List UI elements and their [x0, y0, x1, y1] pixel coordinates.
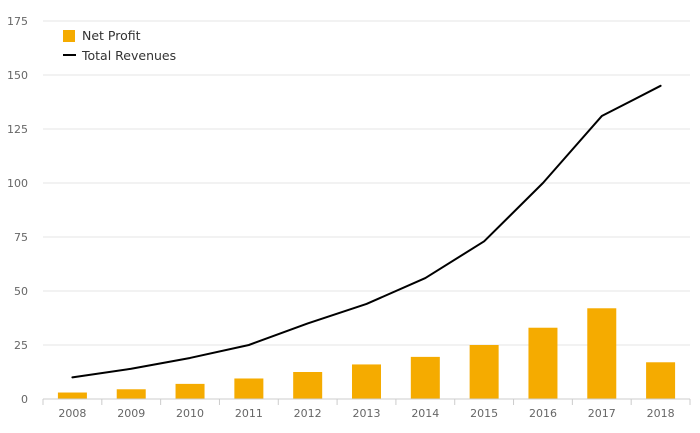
x-tick-label: 2016 — [529, 407, 557, 420]
y-axis-ticks: 0 25 50 75 100 125 150 175 — [7, 15, 28, 406]
x-tick-label: 2011 — [235, 407, 263, 420]
bar-net-profit — [469, 345, 499, 399]
y-tick-label: 75 — [14, 231, 28, 244]
line-series — [71, 84, 662, 379]
bar-net-profit — [175, 383, 205, 399]
legend-label-total-revenues: Total Revenues — [81, 48, 176, 63]
bar-net-profit — [410, 356, 440, 399]
y-tick-label: 100 — [7, 177, 28, 190]
bar-net-profit — [57, 392, 87, 399]
y-tick-label: 0 — [21, 393, 28, 406]
bar-net-profit — [116, 389, 146, 399]
x-tick-label: 2017 — [588, 407, 616, 420]
x-tick-label: 2008 — [58, 407, 86, 420]
y-tick-label: 125 — [7, 123, 28, 136]
bar-net-profit — [528, 327, 558, 399]
line-total-revenues — [71, 84, 662, 379]
bar-net-profit — [234, 378, 264, 399]
x-tick-label: 2012 — [294, 407, 322, 420]
y-tick-label: 25 — [14, 339, 28, 352]
bar-net-profit — [646, 362, 676, 399]
legend-swatch-net-profit — [63, 30, 75, 42]
x-axis-ticks: 2008 2009 2010 2011 2012 2013 2014 2015 2016 2017… — [58, 407, 674, 420]
x-tick-label: 2009 — [117, 407, 145, 420]
grid-lines — [43, 20, 690, 346]
x-tick-label: 2015 — [470, 407, 498, 420]
x-tick-label: 2010 — [176, 407, 204, 420]
x-axis — [42, 398, 691, 405]
legend-label-net-profit: Net Profit — [82, 28, 141, 43]
y-tick-label: 150 — [7, 69, 28, 82]
bar-net-profit — [352, 364, 381, 399]
bar-net-profit — [293, 372, 323, 399]
x-tick-label: 2013 — [353, 407, 381, 420]
bar-series — [57, 308, 676, 399]
x-tick-label: 2018 — [647, 407, 675, 420]
x-tick-label: 2014 — [411, 407, 439, 420]
y-tick-label: 50 — [14, 285, 28, 298]
legend: Net Profit Total Revenues — [63, 28, 176, 63]
y-tick-label: 175 — [7, 15, 28, 28]
bar-net-profit — [587, 308, 617, 399]
